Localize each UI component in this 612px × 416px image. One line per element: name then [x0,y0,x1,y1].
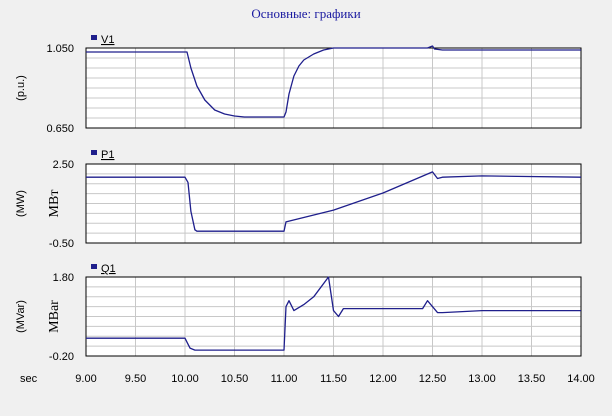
x-tick-label: 12.50 [419,373,447,385]
x-tick-label: 10.00 [171,373,199,385]
legend-marker-icon [91,150,97,155]
window-title: Основные: графики [251,6,361,21]
x-tick-label: 9.50 [125,373,146,385]
y-tick-top: 1.050 [46,43,74,55]
x-tick-label: 9.00 [75,373,96,385]
plot-frame [85,163,582,244]
unit-label-left: (p.u.) [15,75,27,101]
plot-frame [85,276,582,357]
y-tick-top: 1.80 [53,272,74,284]
unit-label-left: (MVar) [15,300,27,333]
unit-label-left: (MW) [15,190,27,217]
legend-label-p1[interactable]: P1 [101,149,114,161]
series-line-q1 [86,276,581,351]
y-tick-bottom: -0.20 [49,351,74,363]
series-line-v1 [86,45,581,118]
x-axis-label: sec [20,373,38,385]
x-tick-label: 13.50 [518,373,546,385]
legend-marker-icon [91,264,97,269]
x-tick-label: 11.50 [320,373,347,385]
legend-label-v1[interactable]: V1 [101,34,114,46]
x-tick-label: 13.00 [468,373,496,385]
unit-label-right: MBar [47,300,62,333]
legend-marker-icon [91,35,97,40]
legend-label-q1[interactable]: Q1 [101,263,116,275]
y-tick-top: 2.50 [53,159,74,171]
series-line-p1 [86,171,582,232]
y-tick-bottom: -0.50 [49,238,74,250]
x-tick-label: 14.00 [567,373,595,385]
x-tick-label: 11.00 [271,373,298,385]
x-tick-label: 12.00 [369,373,397,385]
x-tick-label: 10.50 [221,373,249,385]
unit-label-right: МВт [47,190,62,218]
y-tick-bottom: 0.650 [46,123,74,135]
